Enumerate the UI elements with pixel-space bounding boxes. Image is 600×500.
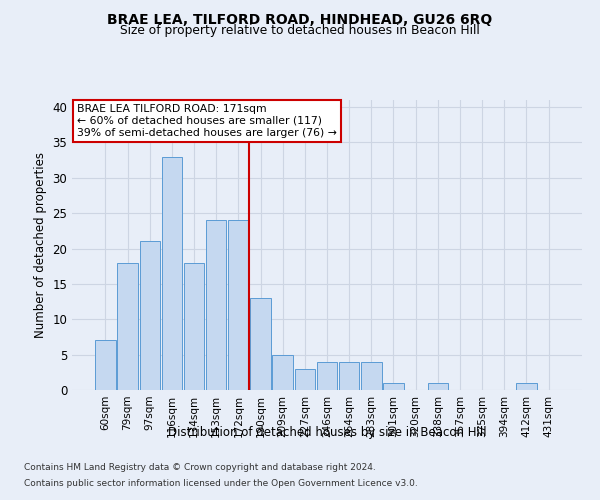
Bar: [228, 220, 248, 390]
Bar: [516, 383, 536, 390]
Text: Contains HM Land Registry data © Crown copyright and database right 2024.: Contains HM Land Registry data © Crown c…: [24, 464, 376, 472]
Bar: [272, 354, 293, 390]
Bar: [295, 369, 315, 390]
Text: Contains public sector information licensed under the Open Government Licence v3: Contains public sector information licen…: [24, 478, 418, 488]
Bar: [140, 242, 160, 390]
Bar: [250, 298, 271, 390]
Bar: [118, 262, 138, 390]
Bar: [428, 383, 448, 390]
Text: Size of property relative to detached houses in Beacon Hill: Size of property relative to detached ho…: [120, 24, 480, 37]
Y-axis label: Number of detached properties: Number of detached properties: [34, 152, 47, 338]
Bar: [161, 156, 182, 390]
Text: BRAE LEA, TILFORD ROAD, HINDHEAD, GU26 6RQ: BRAE LEA, TILFORD ROAD, HINDHEAD, GU26 6…: [107, 12, 493, 26]
Bar: [95, 340, 116, 390]
Bar: [184, 262, 204, 390]
Text: Distribution of detached houses by size in Beacon Hill: Distribution of detached houses by size …: [167, 426, 487, 439]
Bar: [206, 220, 226, 390]
Bar: [361, 362, 382, 390]
Bar: [383, 383, 404, 390]
Bar: [339, 362, 359, 390]
Bar: [317, 362, 337, 390]
Text: BRAE LEA TILFORD ROAD: 171sqm
← 60% of detached houses are smaller (117)
39% of : BRAE LEA TILFORD ROAD: 171sqm ← 60% of d…: [77, 104, 337, 138]
